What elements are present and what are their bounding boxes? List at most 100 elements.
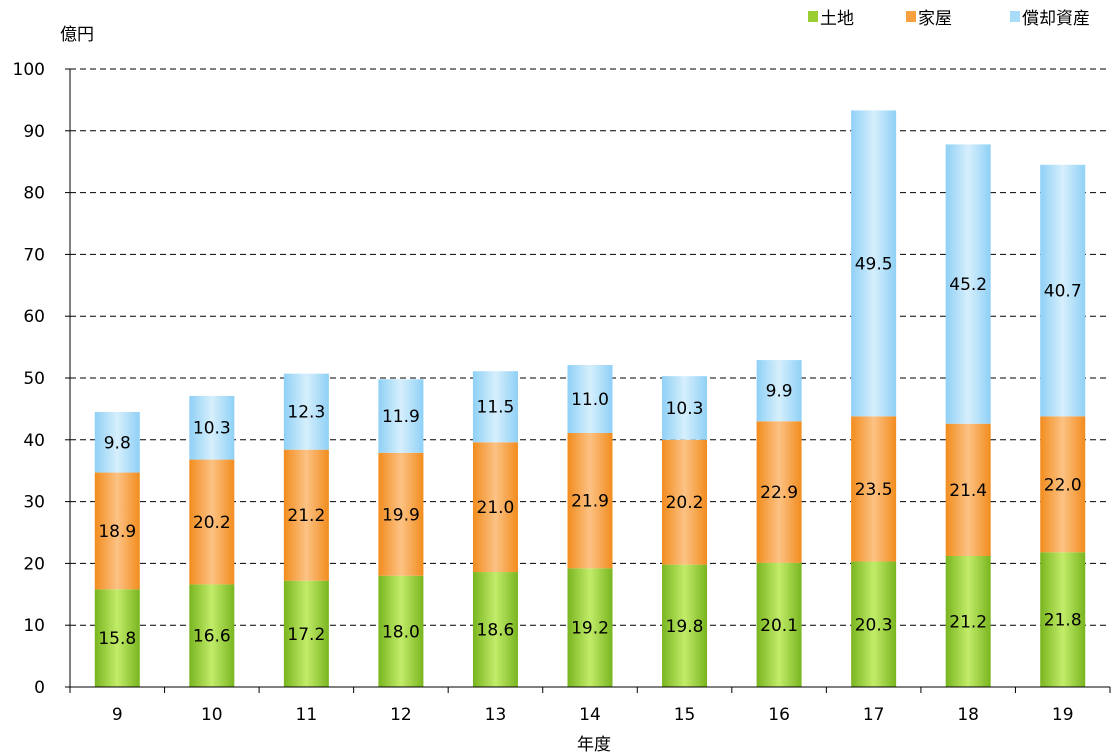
- x-tick-label: 13: [485, 705, 507, 725]
- legend-swatch: [808, 11, 818, 22]
- bar-segment: [283, 580, 329, 687]
- data-label: 21.9: [571, 492, 609, 512]
- data-label: 18.9: [98, 522, 136, 542]
- x-tick-label: 12: [390, 705, 412, 725]
- data-label: 9.9: [766, 382, 793, 402]
- y-tick-label: 50: [23, 369, 45, 389]
- data-label: 19.9: [382, 505, 420, 525]
- y-tick-label: 70: [23, 245, 45, 265]
- data-label: 11.0: [571, 390, 609, 410]
- x-tick-label: 19: [1052, 705, 1074, 725]
- data-label: 12.3: [287, 403, 325, 423]
- x-tick-label: 9: [112, 705, 123, 725]
- bar-segment: [567, 568, 613, 687]
- data-label: 15.8: [98, 629, 136, 649]
- x-tick-label: 11: [296, 705, 318, 725]
- bar-segment: [851, 561, 897, 687]
- bars-layer: 15.8 18.9 9.8 16.6 20.2 10.3 17.2 21.2 12.3 18.0 1…: [94, 110, 1086, 687]
- data-label: 20.2: [193, 513, 231, 533]
- data-label: 10.3: [666, 399, 704, 419]
- x-tick-label: 10: [201, 705, 223, 725]
- data-label: 18.0: [382, 622, 420, 642]
- axes: 0 10 20 30 40 50 60 70 80 90 100 9 10 11 12 13 14 15 16 17 1…: [13, 60, 1111, 725]
- data-label: 19.8: [666, 617, 704, 637]
- data-label: 17.2: [287, 625, 325, 645]
- data-label: 23.5: [855, 480, 893, 500]
- bar-segment: [851, 416, 897, 562]
- data-label: 11.9: [382, 407, 420, 427]
- data-label: 21.8: [1044, 611, 1082, 631]
- legend-label: 家屋: [918, 9, 952, 29]
- bar-segment: [662, 376, 708, 440]
- bar-segment: [1040, 164, 1086, 417]
- data-label: 22.9: [760, 483, 798, 503]
- y-tick-label: 10: [23, 616, 45, 636]
- data-label: 49.5: [855, 254, 893, 274]
- bar-segment: [283, 373, 329, 450]
- y-tick-label: 60: [23, 307, 45, 327]
- y-tick-label: 20: [23, 554, 45, 574]
- y-tick-label: 100: [13, 60, 45, 80]
- data-label: 20.1: [760, 616, 798, 636]
- bar-segment: [945, 555, 991, 687]
- data-label: 19.2: [571, 619, 609, 639]
- x-tick-label: 18: [957, 705, 979, 725]
- bar-segment: [189, 584, 235, 687]
- y-tick-label: 40: [23, 431, 45, 451]
- bar-segment: [945, 144, 991, 424]
- bar-segment: [189, 395, 235, 460]
- x-tick-label: 15: [674, 705, 696, 725]
- data-label: 20.2: [666, 493, 704, 513]
- bar-segment: [189, 459, 235, 585]
- data-label: 21.4: [949, 481, 987, 501]
- data-label: 22.0: [1044, 475, 1082, 495]
- y-tick-label: 0: [34, 678, 45, 698]
- bar-segment: [378, 452, 424, 576]
- data-label: 21.2: [949, 612, 987, 632]
- bar-segment: [1040, 416, 1086, 553]
- bar-segment: [94, 411, 140, 473]
- data-label: 40.7: [1044, 282, 1082, 302]
- bar-segment: [945, 423, 991, 556]
- data-label: 10.3: [193, 419, 231, 439]
- data-label: 9.8: [104, 433, 131, 453]
- bar-segment: [567, 433, 613, 569]
- legend-swatch: [1010, 11, 1020, 22]
- x-tick-label: 14: [579, 705, 601, 725]
- data-label: 21.0: [477, 498, 515, 518]
- data-label: 16.6: [193, 627, 231, 647]
- bar-segment: [472, 371, 518, 443]
- data-label: 18.6: [477, 621, 515, 641]
- bar-segment: [662, 439, 708, 565]
- x-axis-label: 年度: [577, 735, 611, 755]
- x-tick-label: 17: [863, 705, 885, 725]
- y-axis-label: 億円: [60, 25, 94, 45]
- legend-label: 償却資産: [1022, 9, 1090, 29]
- legend-swatch: [906, 11, 916, 22]
- bar-segment: [283, 449, 329, 581]
- data-label: 11.5: [477, 398, 515, 418]
- bar-segment: [94, 472, 140, 590]
- bar-segment: [756, 562, 802, 687]
- bar-segment: [378, 575, 424, 687]
- bar-segment: [851, 110, 897, 417]
- y-tick-label: 30: [23, 493, 45, 513]
- legend: 土地 家屋 償却資産: [808, 9, 1090, 29]
- x-tick-label: 16: [768, 705, 790, 725]
- bar-segment: [756, 360, 802, 422]
- bar-segment: [662, 564, 708, 687]
- bar-segment: [1040, 552, 1086, 687]
- bar-segment: [472, 572, 518, 687]
- data-label: 45.2: [949, 275, 987, 295]
- data-label: 21.2: [287, 506, 325, 526]
- bar-segment: [756, 421, 802, 563]
- bar-segment: [94, 589, 140, 687]
- bar-segment: [378, 379, 424, 453]
- legend-label: 土地: [820, 9, 854, 29]
- bar-segment: [472, 442, 518, 573]
- y-tick-label: 90: [23, 122, 45, 142]
- bar-segment: [567, 365, 613, 434]
- y-tick-label: 80: [23, 184, 45, 204]
- data-label: 20.3: [855, 615, 893, 635]
